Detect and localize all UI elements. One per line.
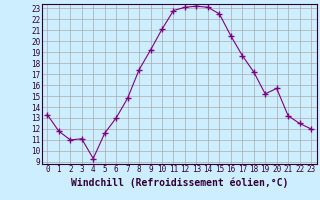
X-axis label: Windchill (Refroidissement éolien,°C): Windchill (Refroidissement éolien,°C) — [70, 177, 288, 188]
